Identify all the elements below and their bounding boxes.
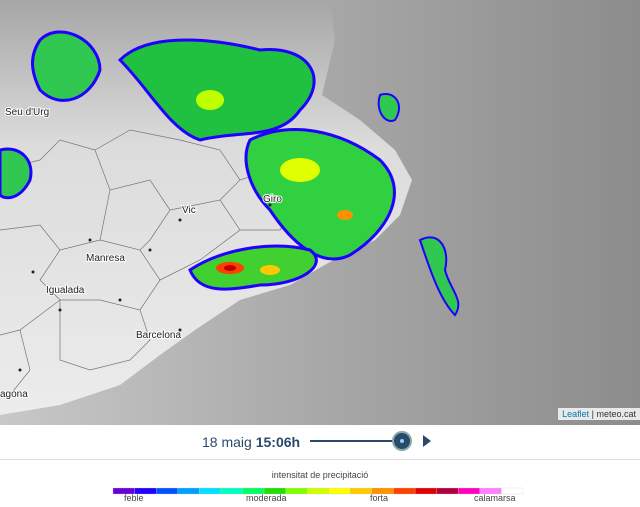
legend-label: forta <box>370 493 389 503</box>
date: 18 maig <box>202 434 252 450</box>
place-label: Manresa <box>86 253 125 264</box>
legend-swatch <box>501 487 524 495</box>
place-label: agona <box>0 389 28 400</box>
town-dots <box>18 203 272 372</box>
legend-title: intensitat de precipitació <box>271 470 369 480</box>
legend-swatch <box>393 487 416 495</box>
legend-bar <box>112 487 524 495</box>
slider[interactable] <box>0 425 640 459</box>
time: 15:06h <box>255 434 301 450</box>
attribution: Leaflet | meteo.cat <box>558 408 640 420</box>
place-label: Seu d'Urg <box>5 107 49 118</box>
knob-dot <box>400 439 404 443</box>
legend-swatch <box>156 487 178 495</box>
timestamp: 18 maig 15:06h <box>202 434 300 450</box>
legend-label: moderada <box>246 493 287 503</box>
map[interactable]: Seu d'Urg Vic Giro Manresa Igualada Barc… <box>0 0 640 425</box>
attribution-source: meteo.cat <box>596 409 636 419</box>
legend-swatch <box>220 487 243 495</box>
legend-swatch <box>436 487 459 495</box>
attribution-link[interactable]: Leaflet <box>562 409 590 419</box>
legend-swatch <box>350 487 373 495</box>
legend-label: calamarsa <box>474 493 516 503</box>
place-label: Giro <box>263 194 282 205</box>
legend-label: feble <box>124 493 144 503</box>
legend-swatch <box>177 487 200 495</box>
legend: intensitat de precipitació feble moderad… <box>0 460 640 507</box>
radar <box>0 30 460 317</box>
legend-swatch <box>328 487 351 495</box>
land <box>0 0 412 415</box>
legend-swatch <box>285 487 308 495</box>
legend-swatch <box>199 487 222 495</box>
legend-swatch <box>414 487 437 495</box>
place-label: Barcelona <box>136 330 181 341</box>
play-button[interactable] <box>423 435 431 447</box>
legend-swatch <box>307 487 329 495</box>
place-label: Vic <box>182 205 196 216</box>
place-label: Igualada <box>46 285 85 296</box>
timeline: 18 maig 15:06h <box>0 425 640 460</box>
